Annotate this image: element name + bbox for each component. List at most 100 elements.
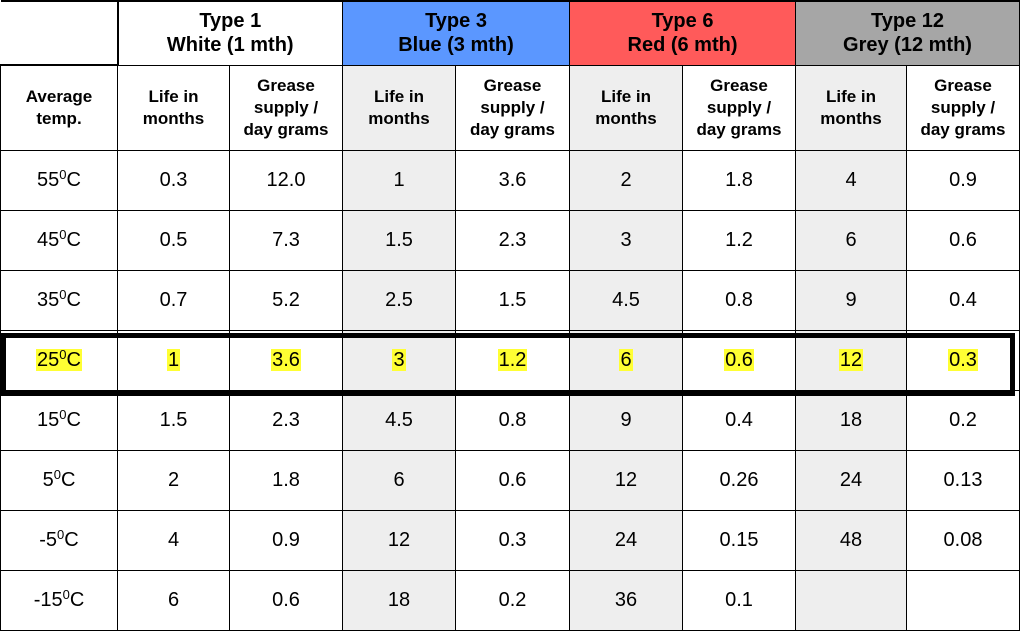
cell-value: 0.6 — [949, 229, 977, 251]
type-12-header: Type 12 Grey (12 mth) — [795, 0, 1020, 66]
grease-header: Grease supply / day grams — [455, 64, 570, 151]
grease-header: Grease supply / day grams — [229, 64, 343, 151]
value-cell: 9 — [795, 270, 907, 331]
degree-mark: 0 — [59, 347, 67, 362]
header-text: Average — [25, 87, 93, 106]
cell-value: 7.3 — [272, 229, 300, 251]
cell-value: 48 — [839, 529, 863, 551]
value-cell: 0.9 — [229, 510, 343, 571]
type-3-header: Type 3 Blue (3 mth) — [342, 0, 570, 66]
life-header: Life in months — [342, 64, 456, 151]
temperature-value: 15 — [37, 409, 60, 431]
value-cell: 6 — [342, 450, 456, 511]
cell-value: 1.8 — [725, 169, 753, 191]
value-cell: 0.7 — [117, 270, 230, 331]
header-text: months — [820, 108, 882, 128]
value-cell: 1.8 — [229, 450, 343, 511]
value-cell: 12 — [569, 450, 683, 511]
value-cell: 4 — [795, 150, 907, 211]
cell-value: 0.2 — [498, 589, 527, 611]
type-12-name: Type 12 — [871, 10, 944, 33]
table-row: 450C 0.5 7.3 1.5 2.3 3 1.2 6 0.6 — [0, 210, 1020, 271]
header-text: supply / — [930, 97, 996, 117]
value-cell: 9 — [569, 390, 683, 451]
value-cell: 0.5 — [117, 210, 230, 271]
type-1-header: Type 1 White (1 mth) — [117, 0, 343, 66]
value-cell: 36 — [569, 570, 683, 631]
value-cell: 2.3 — [455, 210, 570, 271]
cell-value: 1.5 — [385, 229, 413, 251]
cell-value: 0.5 — [159, 229, 188, 251]
header-text: day grams — [469, 119, 556, 139]
cell-value: 0.26 — [719, 469, 759, 491]
cell-value: 0.2 — [949, 409, 977, 431]
type-12-color-label: Grey (12 mth) — [843, 34, 972, 57]
cell-value: 0.6 — [724, 349, 754, 371]
header-text: months — [142, 108, 205, 128]
temperature-unit: C — [64, 529, 79, 551]
header-text: temp. — [36, 109, 82, 128]
cell-value: 0.08 — [943, 529, 983, 551]
header-text: Life in — [600, 86, 652, 106]
value-cell: 24 — [569, 510, 683, 571]
cell-value: 12 — [614, 469, 638, 491]
cell-value: 18 — [839, 409, 863, 431]
cell-value: 0.9 — [949, 169, 977, 191]
value-cell: 1.2 — [455, 330, 570, 391]
value-cell: 12 — [795, 330, 907, 391]
temperature-label: 350C — [37, 287, 81, 311]
value-cell: 0.6 — [455, 450, 570, 511]
header-text: Grease — [257, 75, 315, 95]
cell-value: 0.3 — [948, 349, 978, 371]
cell-value: 0.3 — [498, 529, 527, 551]
cell-value: 12 — [838, 349, 864, 371]
temperature-cell: -50C — [0, 510, 118, 571]
value-cell: 0.26 — [682, 450, 796, 511]
value-cell: 1.5 — [342, 210, 456, 271]
cell-value: 24 — [839, 469, 863, 491]
temperature-label: 450C — [37, 227, 81, 251]
cell-value: 9 — [845, 289, 857, 311]
value-cell: 2 — [569, 150, 683, 211]
value-cell: 0.6 — [906, 210, 1020, 271]
header-text: supply / — [480, 97, 545, 117]
value-cell: 1.5 — [455, 270, 570, 331]
degree-mark: 0 — [53, 467, 61, 482]
degree-mark: 0 — [57, 527, 65, 542]
cell-value: 3.6 — [271, 349, 301, 371]
value-cell: 0.6 — [229, 570, 343, 631]
degree-mark: 0 — [59, 287, 67, 302]
temperature-label: -150C — [34, 587, 85, 611]
temperature-label: 550C — [37, 167, 81, 191]
header-text: Grease — [710, 75, 768, 95]
column-header-row: Average temp. Life in months Grease supply… — [0, 64, 1020, 151]
value-cell: 6 — [569, 330, 683, 391]
header-text: supply / — [706, 97, 772, 117]
value-cell: 24 — [795, 450, 907, 511]
cell-value: 0.15 — [719, 529, 759, 551]
degree-mark: 0 — [59, 407, 67, 422]
cell-value: 9 — [620, 409, 632, 431]
cell-value: 0.6 — [272, 589, 300, 611]
header-text: supply / — [253, 97, 319, 117]
cell-value: 1.8 — [272, 469, 300, 491]
header-text: Grease — [934, 75, 992, 95]
degree-mark: 0 — [62, 587, 70, 602]
cell-value: 1 — [166, 349, 181, 371]
cell-value: 36 — [614, 589, 638, 611]
table-row: -50C 4 0.9 12 0.3 24 0.15 48 0.08 — [0, 510, 1020, 571]
header-text: Life in — [825, 86, 877, 106]
temperature-value: 25 — [37, 349, 60, 371]
value-cell: 48 — [795, 510, 907, 571]
cell-value: 0.8 — [725, 289, 753, 311]
cell-value: 0.8 — [498, 409, 527, 431]
value-cell — [906, 570, 1020, 631]
corner-cell — [0, 0, 119, 66]
cell-value: 0.13 — [943, 469, 983, 491]
cell-value: 1.2 — [725, 229, 753, 251]
value-cell: 1 — [117, 330, 230, 391]
temperature-unit: C — [66, 229, 81, 251]
value-cell: 12 — [342, 510, 456, 571]
temperature-value: 5 — [42, 469, 54, 491]
grease-header: Grease supply / day grams — [682, 64, 796, 151]
